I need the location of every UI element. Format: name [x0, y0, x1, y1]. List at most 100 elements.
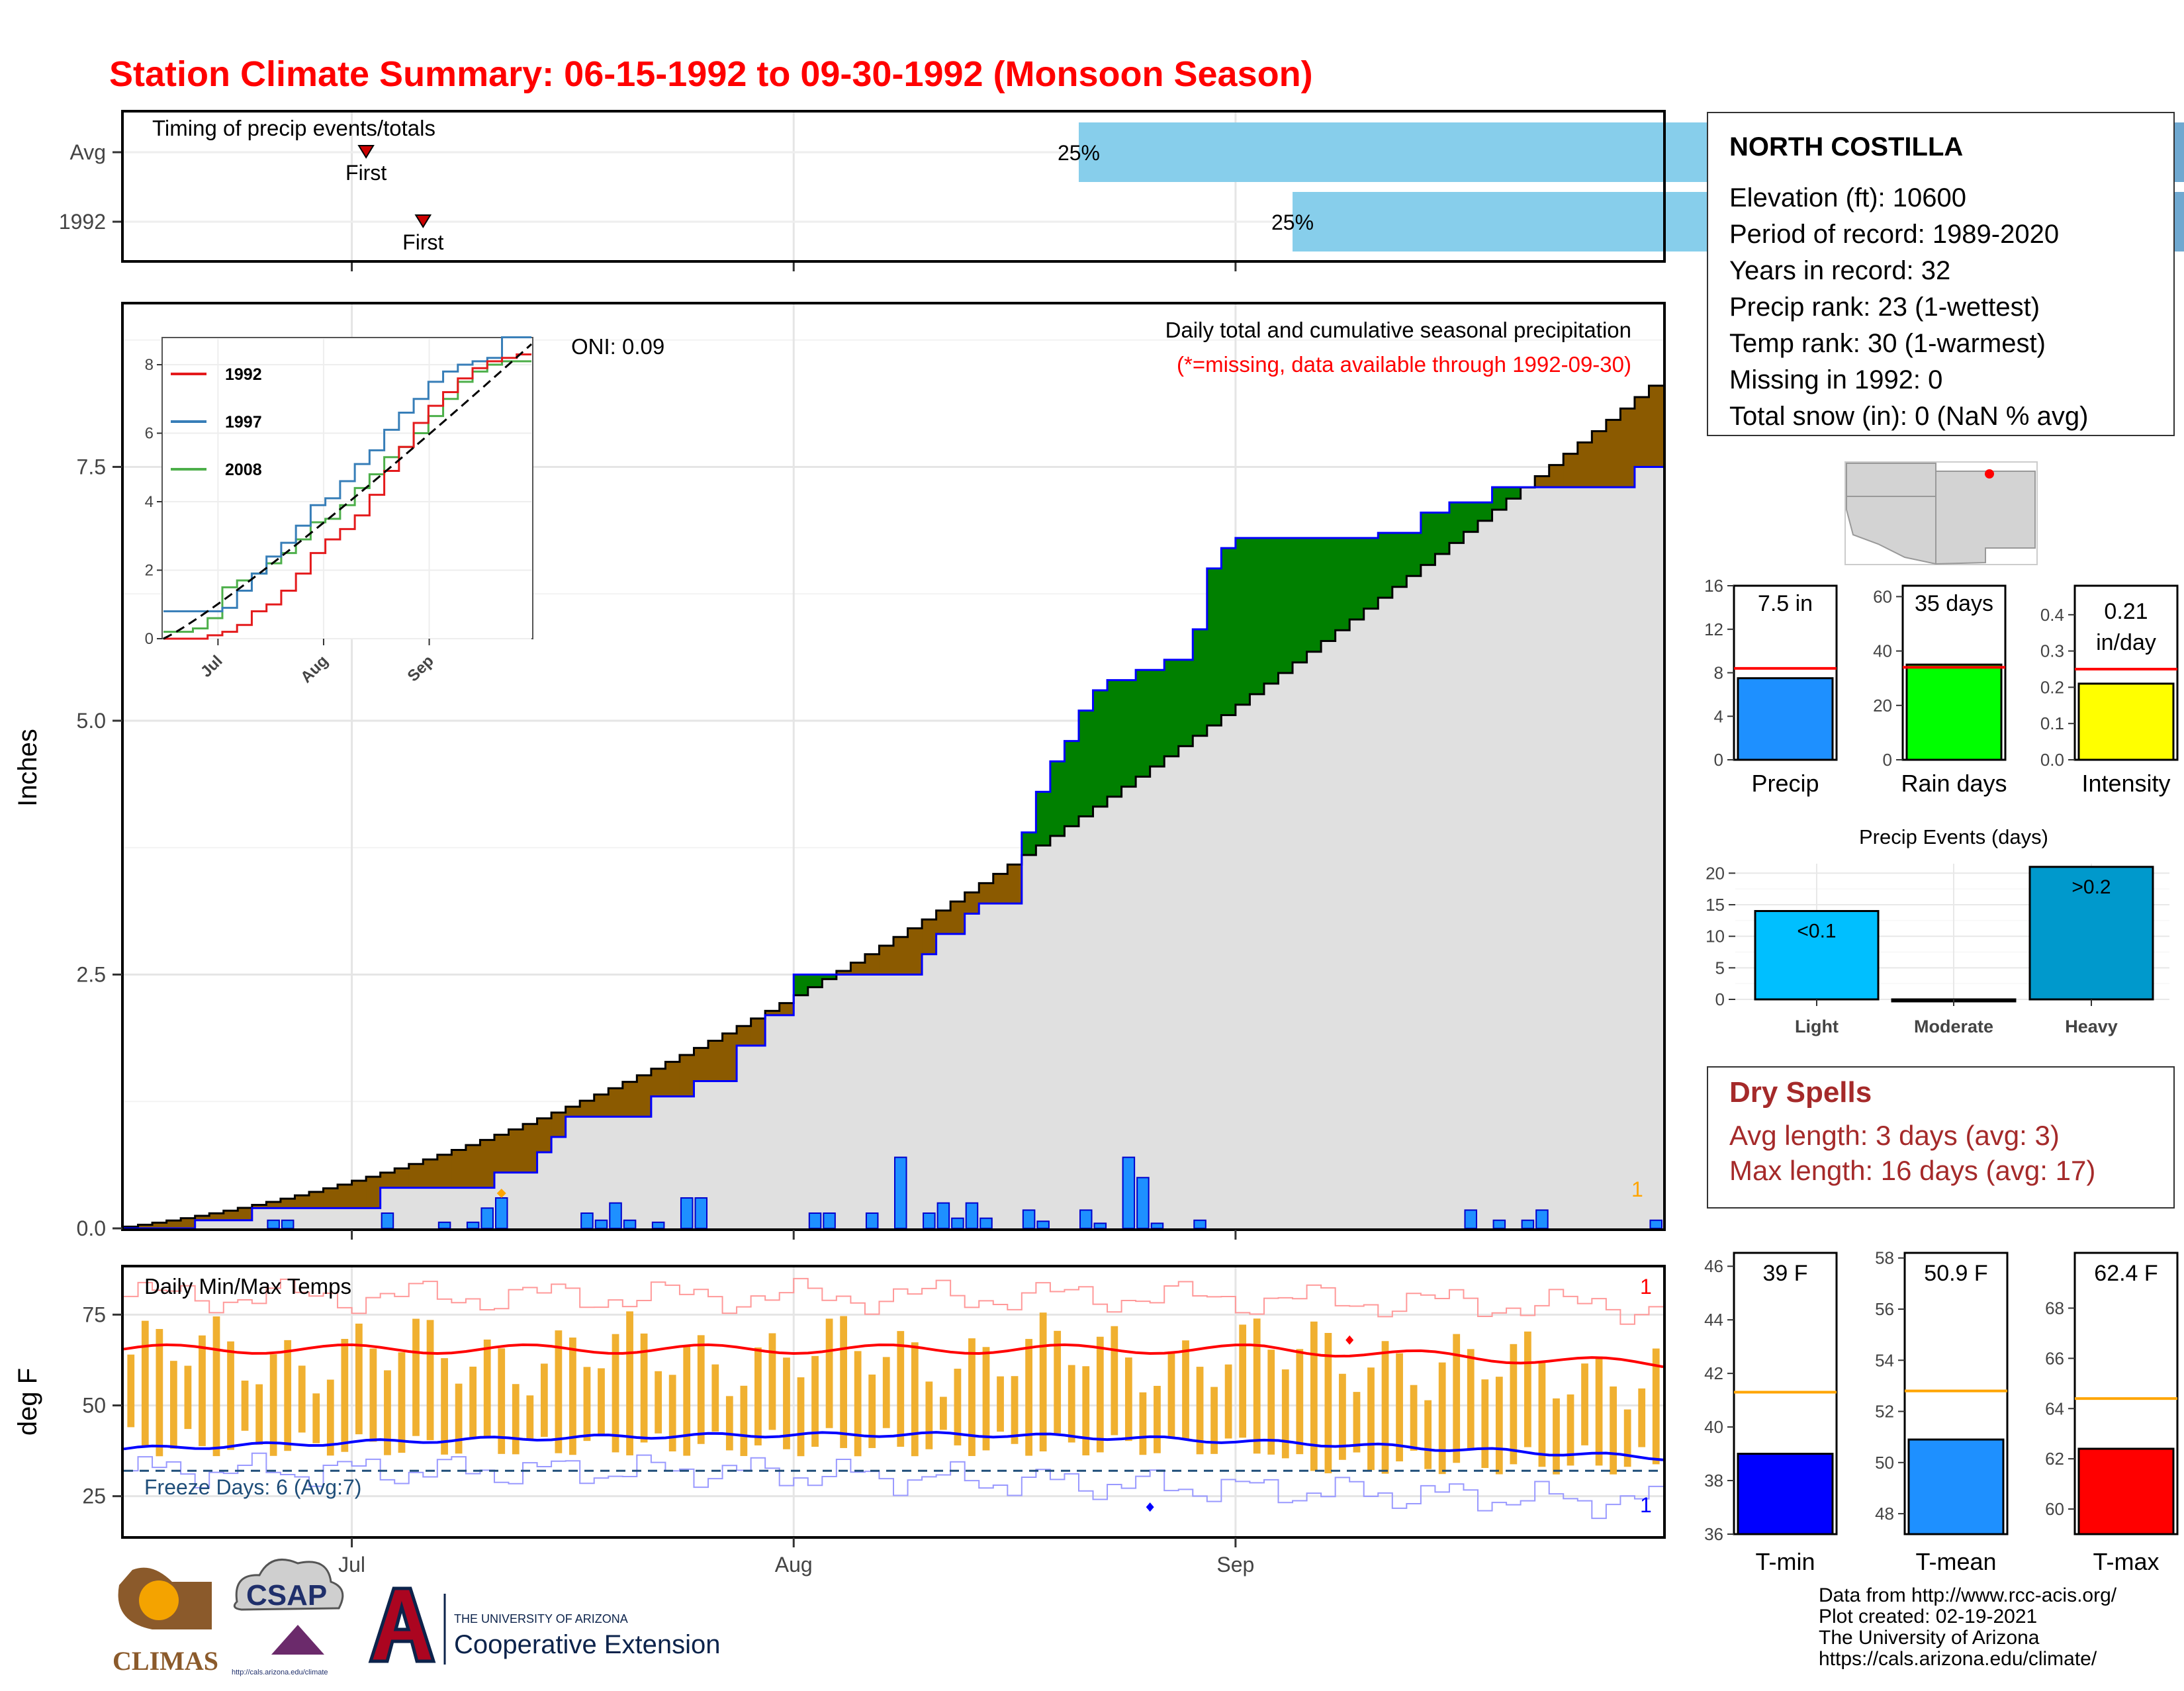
below-average-deficit [1578, 443, 1592, 488]
temp-bar-t-mean [1909, 1440, 2003, 1534]
daily-temp-range-bar [255, 1385, 263, 1445]
precip-y-tick-label: 0.0 [77, 1216, 106, 1240]
dry-spells-box: Dry Spells Avg length: 3 days (avg: 3) M… [1707, 1067, 2174, 1208]
freeze-days-text: Freeze Days: 6 (Avg:7) [144, 1475, 361, 1499]
above-average-surplus [1036, 792, 1050, 845]
daily-temp-range-bar [940, 1396, 947, 1430]
daily-temp-range-bar [1267, 1349, 1275, 1455]
timing-q25-label: 25% [1058, 141, 1100, 165]
x-axis-tick-label: Sep [1216, 1553, 1254, 1577]
daily-temp-range-bar [1239, 1324, 1246, 1438]
precip-events-y-tick-label: 15 [1706, 895, 1725, 915]
above-average-surplus [1107, 680, 1122, 797]
below-average-deficit [295, 1195, 309, 1208]
daily-temp-range-bar [127, 1355, 134, 1428]
inset-y-tick-label: 0 [145, 630, 154, 648]
daily-temp-range-bar [1481, 1379, 1488, 1468]
below-average-deficit [680, 1055, 694, 1097]
below-average-deficit [551, 1113, 566, 1137]
daily-temp-range-bar [840, 1316, 847, 1448]
temp-bar-y-tick-label: 66 [2045, 1348, 2064, 1368]
temp-bar-value-text: 62.4 F [2094, 1261, 2158, 1286]
daily-temp-range-bar [341, 1339, 348, 1452]
temp-bar-y-tick-label: 46 [1704, 1256, 1723, 1276]
above-average-surplus [1193, 629, 1207, 736]
below-average-deficit [181, 1218, 195, 1228]
daily-temp-range-bar [412, 1319, 420, 1436]
daily-precip-bar [496, 1198, 508, 1228]
daily-temp-range-bar [1496, 1377, 1503, 1474]
summary-bar-y-tick-label: 16 [1704, 576, 1723, 596]
above-average-surplus [1506, 487, 1521, 498]
above-average-surplus [1421, 512, 1435, 565]
summary-bar-y-tick-label: 0.1 [2040, 713, 2064, 733]
below-average-deficit [1549, 465, 1564, 488]
below-average-deficit [566, 1107, 580, 1117]
page-title: Station Climate Summary: 06-15-1992 to 0… [109, 54, 1313, 94]
timing-bar-q25-q50 [1079, 122, 1749, 182]
below-average-deficit [1592, 431, 1606, 487]
below-average-deficit [936, 911, 951, 934]
below-average-deficit [1535, 477, 1549, 488]
daily-temp-range-bar [911, 1342, 919, 1456]
dry-spells-avg: Avg length: 3 days (avg: 3) [1729, 1120, 2060, 1151]
daily-temp-range-bar [1210, 1387, 1218, 1454]
temp-bar-label: T-min [1756, 1548, 1815, 1575]
dry-spells-title: Dry Spells [1729, 1076, 1872, 1109]
above-average-surplus [1250, 538, 1264, 694]
daily-temp-range-bar [1410, 1385, 1418, 1451]
footer-url: https://cals.arizona.edu/climate/ [1819, 1648, 2097, 1670]
below-average-deficit [409, 1164, 424, 1188]
below-average-deficit [209, 1213, 224, 1220]
summary-bar-y-tick-label: 0 [1883, 750, 1892, 770]
below-average-deficit [737, 1026, 751, 1046]
missing-note: (*=missing, data available through 1992-… [1177, 352, 1631, 377]
precip-subtitle: Daily total and cumulative seasonal prec… [1165, 318, 1631, 342]
temp-bar-y-tick-label: 52 [1875, 1402, 1894, 1422]
precip-y-tick-label: 5.0 [77, 709, 106, 733]
daily-temp-range-bar [698, 1335, 705, 1443]
climas-logo-text: CLIMAS [113, 1646, 218, 1676]
daily-temp-range-bar [213, 1316, 220, 1456]
daily-temp-range-bar [298, 1365, 306, 1432]
daily-temp-range-bar [242, 1381, 249, 1431]
above-average-surplus [1179, 660, 1193, 746]
daily-temp-range-bar [897, 1331, 904, 1447]
summary-bar-y-tick-label: 4 [1714, 706, 1723, 726]
precip-events-y-tick-label: 10 [1706, 927, 1725, 946]
below-average-deficit [708, 1041, 723, 1081]
below-average-deficit [224, 1211, 238, 1220]
daily-temp-range-bar [997, 1377, 1004, 1432]
below-average-deficit [509, 1129, 523, 1172]
above-average-surplus [1364, 538, 1379, 609]
daily-temp-range-bar [983, 1347, 990, 1450]
footer-plot-created: Plot created: 02-19-2021 [1819, 1606, 2037, 1627]
summary-bar-y-tick-label: 20 [1873, 696, 1892, 715]
temp-bar-y-tick-label: 38 [1704, 1471, 1723, 1490]
summary-bar-value-text: in/day [2096, 630, 2156, 655]
daily-temp-range-bar [1367, 1367, 1375, 1470]
daily-precip-bar [1536, 1210, 1548, 1228]
temp-bar-y-tick-label: 42 [1704, 1363, 1723, 1383]
below-average-deficit [281, 1199, 295, 1208]
below-average-deficit [352, 1181, 367, 1208]
precip-events-x-label: Moderate [1914, 1017, 1993, 1036]
daily-temp-range-bar [1553, 1398, 1560, 1475]
temp-bar-t-min [1738, 1454, 1833, 1534]
inset-y-tick-label: 6 [145, 425, 154, 443]
below-average-deficit [608, 1088, 623, 1117]
above-average-surplus [1122, 680, 1136, 787]
daily-temp-range-bar [854, 1351, 862, 1456]
daily-precip-bar [382, 1213, 394, 1228]
daily-precip-bar [895, 1158, 907, 1228]
daily-precip-bar [439, 1222, 451, 1228]
oni-value: ONI: 0.09 [571, 334, 664, 359]
below-average-deficit [381, 1173, 395, 1188]
daily-temp-range-bar [655, 1371, 662, 1434]
above-average-surplus [1022, 833, 1036, 855]
precip-events-y-tick-label: 5 [1715, 958, 1725, 978]
daily-precip-bar [624, 1220, 636, 1228]
daily-temp-range-bar [526, 1395, 533, 1439]
daily-temp-range-bar [1310, 1322, 1318, 1471]
